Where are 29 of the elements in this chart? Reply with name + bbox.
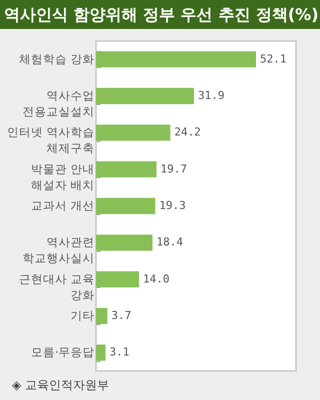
text: ◈ 교육인적자원부 bbox=[12, 377, 110, 394]
bar bbox=[96, 234, 153, 251]
bar bbox=[96, 198, 156, 214]
data-label: 31.9 bbox=[198, 89, 224, 102]
bar bbox=[96, 124, 170, 141]
y-tick-label: 역사수업 전용교실설치 bbox=[22, 88, 94, 118]
data-label: 19.7 bbox=[160, 162, 187, 176]
data-label: 18.4 bbox=[156, 236, 184, 249]
y-tick-label: 근현대사 교육 강화 bbox=[18, 272, 94, 302]
bar bbox=[96, 161, 156, 178]
y-tick-label: 기타 bbox=[70, 308, 94, 322]
y-tick-label: 교과서 개선 bbox=[30, 198, 94, 212]
y-tick-label: 모름·무응답 bbox=[30, 345, 94, 360]
data-label: 3.7 bbox=[111, 309, 132, 322]
y-tick-label: 역사관련 학교행사실시 bbox=[22, 235, 94, 266]
bar bbox=[96, 51, 256, 68]
y-tick-label: 체험학습 강화 bbox=[18, 52, 94, 66]
data-label: 3.1 bbox=[110, 346, 130, 359]
bar bbox=[96, 344, 106, 361]
data-label: 52.1 bbox=[260, 52, 286, 66]
data-label: 14.0 bbox=[142, 272, 170, 286]
y-tick-label: 인터넷 역사학습 체제구축 bbox=[6, 125, 94, 156]
chart-title: 역사인식 함양위해 정부 우선 추진 정책(%) bbox=[0, 0, 320, 29]
data-label: 19.3 bbox=[159, 199, 186, 212]
bar bbox=[96, 271, 139, 288]
bar bbox=[96, 308, 108, 324]
bar bbox=[96, 88, 194, 104]
data-label: 24.2 bbox=[174, 126, 201, 139]
y-tick-label: 박물관 안내 해설자 배치 bbox=[30, 162, 94, 192]
